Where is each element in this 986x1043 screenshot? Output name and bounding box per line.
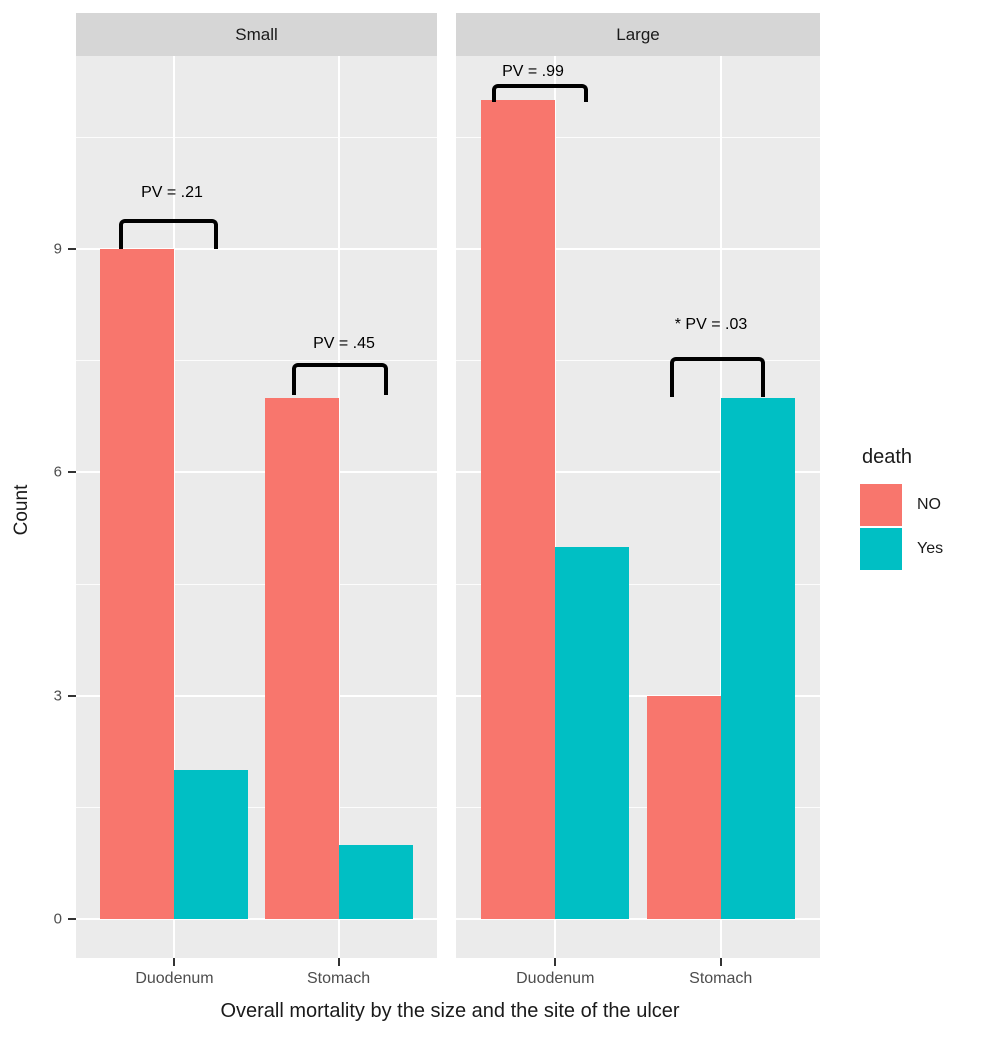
panel-large xyxy=(456,56,820,958)
x-tick-label-stomach: Stomach xyxy=(306,970,371,987)
legend: death NO Yes xyxy=(860,446,943,572)
gridline-major xyxy=(76,694,437,697)
facet-strip-label: Small xyxy=(235,24,278,44)
bar-large-stomach-no xyxy=(646,695,721,919)
y-tick-mark xyxy=(68,918,76,920)
facet-strip-small: Small xyxy=(76,13,437,56)
gridline-minor xyxy=(76,807,437,809)
x-tick-mark xyxy=(719,958,722,966)
legend-entries: NO Yes xyxy=(860,484,943,570)
gridline-minor xyxy=(456,360,820,362)
gridline-major xyxy=(76,918,437,920)
gridline-minor xyxy=(456,807,820,809)
x-tick-mark xyxy=(554,958,557,966)
y-tick-mark xyxy=(68,247,76,250)
y-axis-title: Count xyxy=(11,484,32,536)
y-tick-mark xyxy=(68,471,76,473)
facet-strip-large: Large xyxy=(456,13,820,56)
y-tick-mark xyxy=(68,694,76,697)
x-tick-label-duodenum: Duodenum xyxy=(516,970,595,987)
facet-strip-label: Large xyxy=(616,24,660,44)
gridline-major xyxy=(456,471,820,473)
y-tick-label: 6 xyxy=(53,463,62,481)
y-tick-label: 9 xyxy=(53,240,62,257)
gridline-minor xyxy=(76,360,437,362)
legend-title: death xyxy=(862,446,913,468)
y-tick-label: 3 xyxy=(53,687,62,704)
legend-key-no: NO xyxy=(860,484,943,526)
bar-small-stomach-yes xyxy=(338,844,413,919)
bar-large-stomach-yes xyxy=(720,397,795,919)
gridline-vertical xyxy=(554,56,557,958)
pvalue-label: PV = .21 xyxy=(141,184,203,201)
x-axis-title: Overall mortality by the size and the si… xyxy=(220,1000,680,1022)
legend-label: Yes xyxy=(917,540,944,557)
y-tick-label: 0 xyxy=(53,910,62,928)
pvalue-label: * PV = .03 xyxy=(674,316,748,333)
pvalue-label: PV = .99 xyxy=(502,63,564,80)
pvalue-label: PV = .45 xyxy=(313,335,375,352)
legend-key-yes: Yes xyxy=(860,528,943,570)
gridline-minor xyxy=(76,136,437,138)
panel-small xyxy=(76,56,437,958)
gridline-vertical xyxy=(337,56,340,958)
gridline-vertical xyxy=(173,56,176,958)
pvalue-bracket xyxy=(119,219,218,249)
x-tick-label-stomach: Stomach xyxy=(689,970,753,987)
gridline-minor xyxy=(456,583,820,585)
x-tick-mark xyxy=(337,958,340,966)
pvalue-bracket xyxy=(492,84,588,102)
legend-label: NO xyxy=(917,496,941,513)
gridline-major xyxy=(76,471,437,473)
x-tick-label-duodenum: Duodenum xyxy=(135,970,214,987)
legend-swatch-no xyxy=(860,484,902,526)
pvalue-bracket xyxy=(292,363,388,395)
bar-large-duodenum-yes xyxy=(555,546,630,919)
gridline-minor xyxy=(456,136,820,138)
gridline-major xyxy=(76,247,437,250)
bar-small-duodenum-yes xyxy=(174,770,249,919)
gridline-major xyxy=(456,247,820,250)
pvalue-bracket xyxy=(670,357,765,397)
bar-small-duodenum-no xyxy=(100,248,175,919)
bar-large-duodenum-no xyxy=(481,99,556,919)
legend-swatch-yes xyxy=(860,528,902,570)
x-tick-mark xyxy=(173,958,176,966)
gridline-major xyxy=(456,918,820,920)
gridline-major xyxy=(456,694,820,697)
gridline-minor xyxy=(76,583,437,585)
bar-small-stomach-no xyxy=(264,397,339,919)
